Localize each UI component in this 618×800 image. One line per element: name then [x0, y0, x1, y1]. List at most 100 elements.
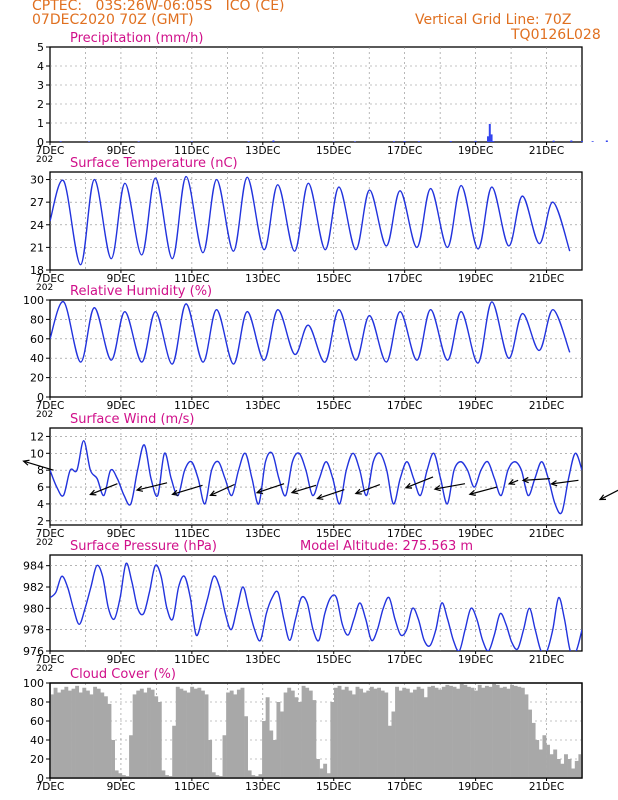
cloud-bar — [218, 776, 223, 778]
cloud-bar — [100, 692, 105, 778]
y-tick-label: 978 — [23, 624, 44, 637]
wind-arrowhead — [354, 488, 362, 495]
x-tick-label: 9DEC — [107, 400, 136, 412]
wind-arrowhead — [171, 489, 179, 496]
cloud-bar — [305, 687, 310, 778]
y-tick-label: 10 — [30, 447, 44, 460]
cloud-bar — [204, 694, 209, 778]
cloud-bar — [190, 686, 195, 778]
panel-frame — [49, 427, 583, 526]
cloud-bar — [323, 763, 328, 778]
y-tick-label: 0 — [37, 391, 44, 404]
wind-arrowhead — [433, 485, 441, 492]
wind-arrowhead — [468, 489, 476, 496]
wind-vector — [523, 478, 551, 482]
x-tick-label: 7DEC — [36, 654, 65, 666]
y-tick-label: 20 — [30, 372, 44, 385]
cloud-bar — [377, 687, 382, 778]
precip-bar — [354, 141, 357, 142]
cloud-bar — [85, 690, 90, 778]
cloud-bar — [574, 760, 579, 778]
cloud-bar — [445, 684, 450, 778]
precip-bar — [190, 141, 193, 142]
wind-vector — [90, 483, 118, 496]
cloud-bar — [147, 687, 151, 778]
cloud-bar — [118, 773, 123, 778]
panel-frame — [49, 682, 583, 779]
cloud-bar — [387, 725, 392, 778]
year-fragment: 202 — [36, 155, 53, 165]
wind-arrowhead — [316, 493, 324, 500]
x-tick-label: 17DEC — [387, 781, 422, 793]
cloud-bar — [233, 694, 238, 778]
y-tick-label: 984 — [23, 560, 44, 573]
cloud-bar — [456, 688, 461, 778]
cloud-bar — [111, 740, 116, 778]
cloud-bar — [384, 692, 389, 778]
panel-title: Cloud Cover (%) — [70, 667, 176, 682]
cloud-bar — [114, 770, 119, 778]
y-tick-label: 4 — [37, 60, 44, 73]
y-tick-label: 982 — [23, 581, 44, 594]
precip-bar — [490, 134, 493, 142]
cloud-bar — [211, 772, 216, 778]
x-tick-label: 19DEC — [458, 400, 493, 412]
cloud-bar — [222, 735, 227, 778]
cloud-bar — [517, 686, 522, 778]
precip-bar — [137, 141, 140, 142]
cloud-bar — [75, 685, 80, 778]
cloud-bar — [301, 685, 306, 778]
cloud-bar — [71, 688, 76, 778]
x-tick-label: 15DEC — [316, 654, 351, 666]
x-tick-label: 17DEC — [387, 273, 422, 285]
precip-bar — [581, 141, 583, 142]
cloud-bar — [50, 694, 54, 778]
cloud-bar — [107, 703, 112, 778]
x-tick-label: 21DEC — [529, 400, 564, 412]
y-tick-label: 21 — [30, 241, 44, 254]
x-tick-label: 17DEC — [387, 400, 422, 412]
cloud-bar — [254, 776, 259, 778]
x-tick-label: 13DEC — [245, 654, 280, 666]
panel-temp: 18 21 24 27 30 7DEC 9DEC 11DEC 13DEC 15DEC 17DEC 19… — [30, 156, 583, 293]
y-tick-label: 40 — [30, 734, 44, 747]
cloud-bar — [398, 690, 403, 778]
y-tick-label: 980 — [23, 602, 44, 615]
x-tick-label: 13DEC — [245, 400, 280, 412]
x-tick-label: 15DEC — [316, 273, 351, 285]
cloud-bar — [492, 683, 497, 778]
cloud-bar — [269, 730, 274, 778]
precip-bar — [247, 141, 250, 142]
precip-bar — [570, 140, 573, 142]
wind-vector — [405, 476, 434, 489]
y-tick-label: 100 — [23, 677, 44, 690]
cloud-bar — [67, 690, 72, 778]
rh-series-line — [50, 301, 571, 365]
x-tick-label: 15DEC — [316, 528, 351, 540]
x-tick-label: 11DEC — [174, 528, 209, 540]
x-tick-label: 9DEC — [107, 145, 136, 157]
wind-vector — [23, 460, 54, 471]
cloud-bar — [93, 686, 98, 778]
x-tick-label: 19DEC — [458, 781, 493, 793]
cloud-bar — [330, 702, 335, 778]
cloud-bar — [280, 711, 284, 778]
y-tick-label: 2 — [37, 98, 44, 111]
y-tick-label: 80 — [30, 696, 44, 709]
cloud-bar — [319, 768, 324, 778]
panel-frame — [49, 46, 583, 143]
year-fragment: 202 — [36, 283, 53, 293]
wind-vector — [355, 483, 381, 495]
wind-arrowhead — [89, 489, 97, 496]
cloud-bar — [294, 697, 299, 778]
x-tick-label: 21DEC — [529, 781, 564, 793]
cloud-bar — [308, 690, 313, 778]
cloud-bar — [380, 690, 385, 778]
y-tick-label: 60 — [30, 715, 44, 728]
cloud-bar — [502, 686, 507, 778]
cloud-bar — [316, 759, 320, 778]
cloud-bar — [362, 692, 367, 778]
cloud-bar — [409, 692, 414, 778]
panel-title: Surface Wind (m/s) — [70, 412, 194, 427]
